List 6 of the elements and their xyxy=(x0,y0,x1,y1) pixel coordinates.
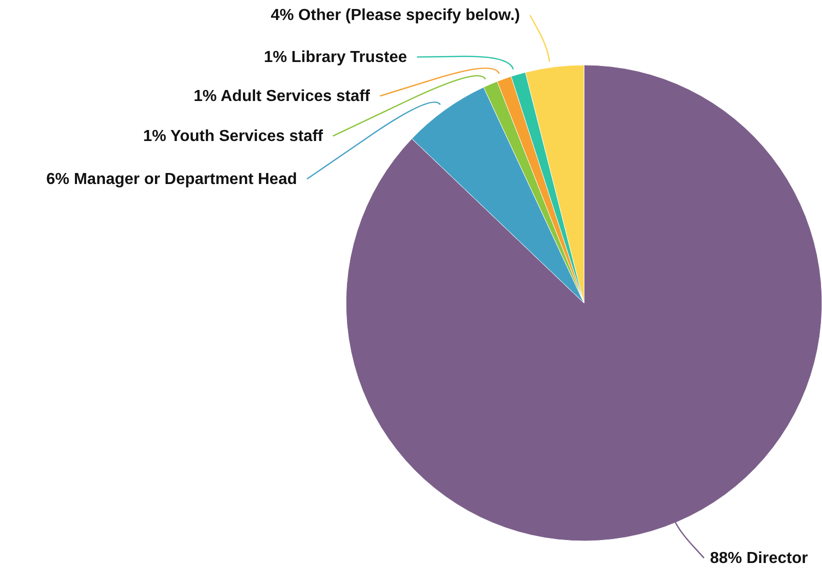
slice-label: 6% Manager or Department Head xyxy=(46,171,297,188)
slice-label: 4% Other (Please specify below.) xyxy=(270,7,520,24)
slice-label: 1% Adult Services staff xyxy=(194,88,371,105)
slice-label: 1% Youth Services staff xyxy=(143,128,324,145)
slice-label: 1% Library Trustee xyxy=(264,49,408,66)
slice-label: 88% Director xyxy=(710,550,808,567)
